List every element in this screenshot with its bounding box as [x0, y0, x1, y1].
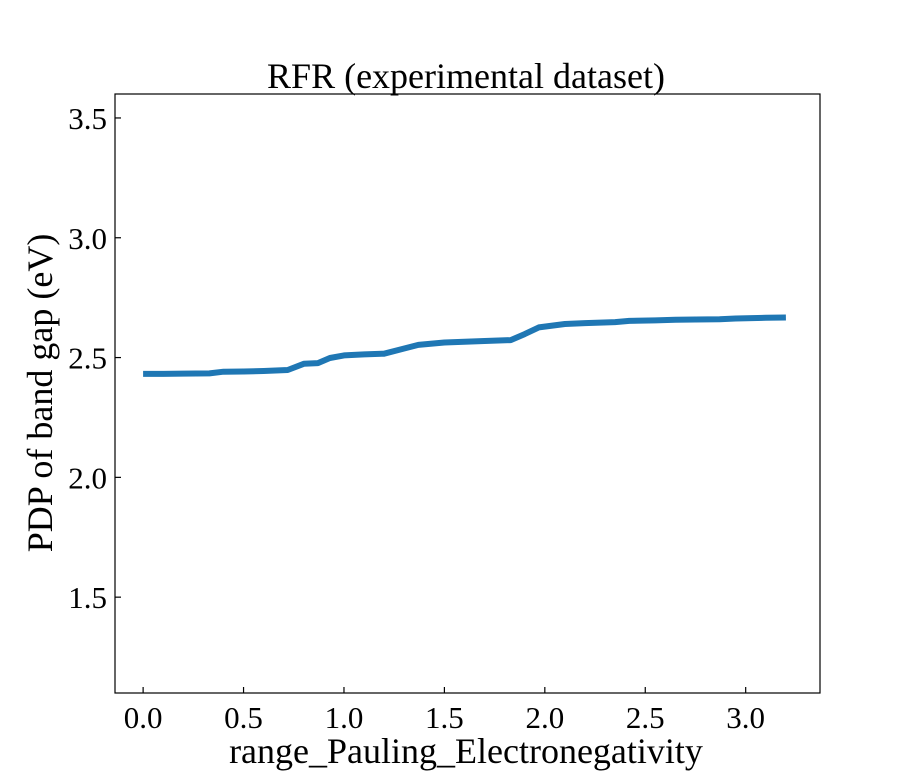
x-axis-label: range_Pauling_Electronegativity: [229, 731, 703, 771]
x-tick-label: 0.5: [224, 700, 263, 735]
x-tick-label: 1.0: [325, 700, 364, 735]
series-layer: [143, 314, 786, 377]
y-tick-label: 1.5: [68, 580, 107, 615]
y-tick-label: 2.5: [68, 341, 107, 376]
x-tick-label: 2.5: [626, 700, 665, 735]
x-tick-label: 1.5: [425, 700, 464, 735]
x-tick-label: 3.0: [726, 700, 765, 735]
series-line: [143, 314, 786, 377]
x-axis: 0.0 0.5 1.0 1.5 2.0 2.5 3.0: [124, 687, 765, 735]
y-tick-label: 3.5: [68, 101, 107, 136]
y-tick-label: 3.0: [68, 221, 107, 256]
plot-frame: [114, 93, 821, 694]
x-tick-label: 2.0: [525, 700, 564, 735]
y-tick-label: 2.0: [68, 460, 107, 495]
x-tick-label: 0.0: [124, 700, 163, 735]
plot-area: 0.0 0.5 1.0 1.5 2.0 2.5 3.0 1.5 2.0 2.5 3.0 3.5: [68, 93, 821, 735]
y-axis-label: PDP of band gap (eV): [20, 234, 60, 553]
chart-title: RFR (experimental dataset): [267, 56, 665, 96]
y-axis: 1.5 2.0 2.5 3.0 3.5: [68, 101, 121, 615]
